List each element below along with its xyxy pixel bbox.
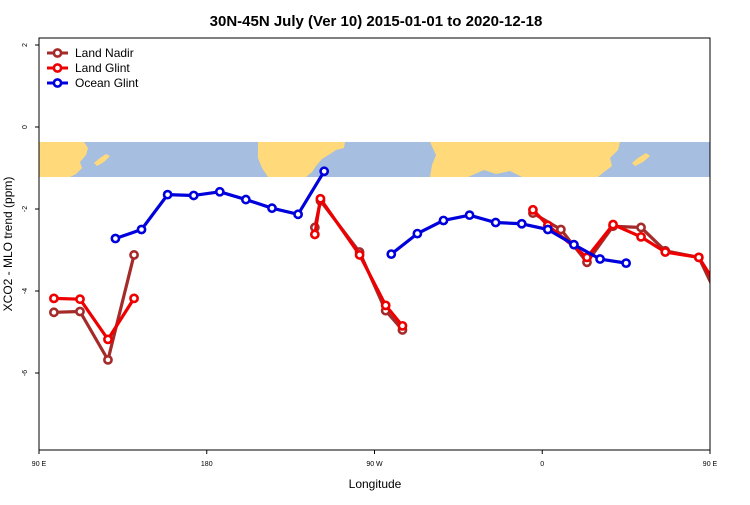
legend-marker (52, 48, 63, 58)
legend-label: Land Glint (75, 61, 130, 75)
data-point-ocean-glint (267, 203, 277, 214)
data-point-land-nadir (49, 307, 59, 318)
data-point-land-glint (582, 252, 592, 263)
data-point-ocean-glint (188, 190, 199, 201)
y-tick-label: 0 (22, 125, 29, 129)
data-point-land-nadir (636, 222, 646, 233)
x-tick-label: 0 (540, 461, 544, 468)
y-tick-label: -2 (22, 206, 29, 212)
series-line-ocean-glint (114, 170, 326, 241)
plot-frame (38, 37, 711, 451)
data-point-ocean-glint (293, 209, 303, 220)
legend-marker (52, 78, 63, 88)
legend-item-land-glint: Land Glint (47, 61, 130, 75)
series-land-nadir (49, 195, 728, 365)
map-land-japan-repeat (632, 153, 650, 166)
data-point-ocean-glint (595, 254, 605, 264)
map-land-north-america (258, 142, 345, 177)
x-axis: 90 E 180 90 W 0 90 E (32, 450, 718, 468)
legend-item-land-nadir: Land Nadir (47, 46, 134, 60)
data-point-ocean-glint (490, 217, 501, 228)
data-point-land-glint (103, 334, 113, 345)
map-land-asia-west (39, 142, 88, 177)
data-point-land-glint (354, 250, 365, 260)
series-line-land-nadir (53, 254, 136, 362)
series-land-glint (49, 193, 728, 345)
x-tick-label: 90 E (32, 461, 47, 468)
data-point-land-glint (693, 252, 704, 263)
data-point-ocean-glint (136, 224, 147, 235)
data-point-land-glint (608, 219, 618, 230)
series-ocean-glint (110, 166, 632, 269)
map-land-japan (94, 154, 110, 166)
plot-area (49, 166, 728, 365)
data-point-ocean-glint (214, 186, 225, 197)
x-tick-label: 90 W (366, 461, 383, 468)
data-point-ocean-glint (319, 166, 330, 177)
y-tick-label: -4 (22, 288, 29, 294)
data-point-land-nadir (129, 250, 139, 260)
data-point-ocean-glint (621, 258, 632, 269)
data-point-land-glint (49, 293, 59, 304)
map-strip (39, 142, 710, 177)
data-point-land-glint (309, 229, 320, 240)
y-axis: -6 -4 -2 0 2 (22, 43, 39, 376)
data-point-ocean-glint (516, 218, 527, 229)
data-point-ocean-glint (110, 233, 121, 244)
map-land-europe-asia (430, 142, 620, 177)
data-point-ocean-glint (438, 215, 449, 226)
data-point-land-nadir (103, 354, 113, 365)
data-point-land-nadir (721, 309, 728, 316)
y-axis-label: XCO2 - MLO trend (ppm) (1, 177, 15, 312)
data-point-land-glint (397, 320, 408, 331)
data-point-ocean-glint (386, 249, 397, 259)
x-tick-label: 180 (201, 461, 213, 468)
data-point-ocean-glint (412, 228, 423, 239)
data-point-land-glint (315, 193, 326, 204)
data-point-land-nadir (555, 224, 566, 235)
data-point-land-glint (636, 231, 646, 242)
chart-title: 30N-45N July (Ver 10) 2015-01-01 to 2020… (210, 13, 543, 30)
data-point-land-glint (660, 247, 671, 257)
data-point-land-nadir (75, 306, 85, 317)
y-tick-label: 2 (22, 43, 29, 47)
x-tick-label: 90 E (703, 461, 718, 468)
series-line-land-glint (53, 296, 136, 341)
data-point-land-glint (380, 300, 391, 311)
data-point-ocean-glint (162, 189, 173, 200)
data-point-ocean-glint (542, 224, 553, 235)
legend-item-ocean-glint: Ocean Glint (47, 76, 139, 90)
data-point-land-glint (75, 294, 85, 305)
x-axis-label: Longitude (349, 477, 402, 491)
legend-label: Land Nadir (75, 46, 134, 60)
legend-label: Ocean Glint (75, 76, 139, 90)
data-point-land-glint (721, 295, 728, 302)
series-layer (49, 166, 728, 365)
series-line-ocean-glint (390, 213, 627, 265)
data-point-ocean-glint (464, 210, 475, 221)
y-tick-label: -6 (22, 370, 29, 376)
data-point-land-glint (528, 204, 538, 215)
data-point-ocean-glint (569, 239, 579, 250)
data-point-land-glint (129, 293, 139, 304)
data-point-ocean-glint (240, 194, 251, 205)
legend-marker (52, 63, 63, 73)
